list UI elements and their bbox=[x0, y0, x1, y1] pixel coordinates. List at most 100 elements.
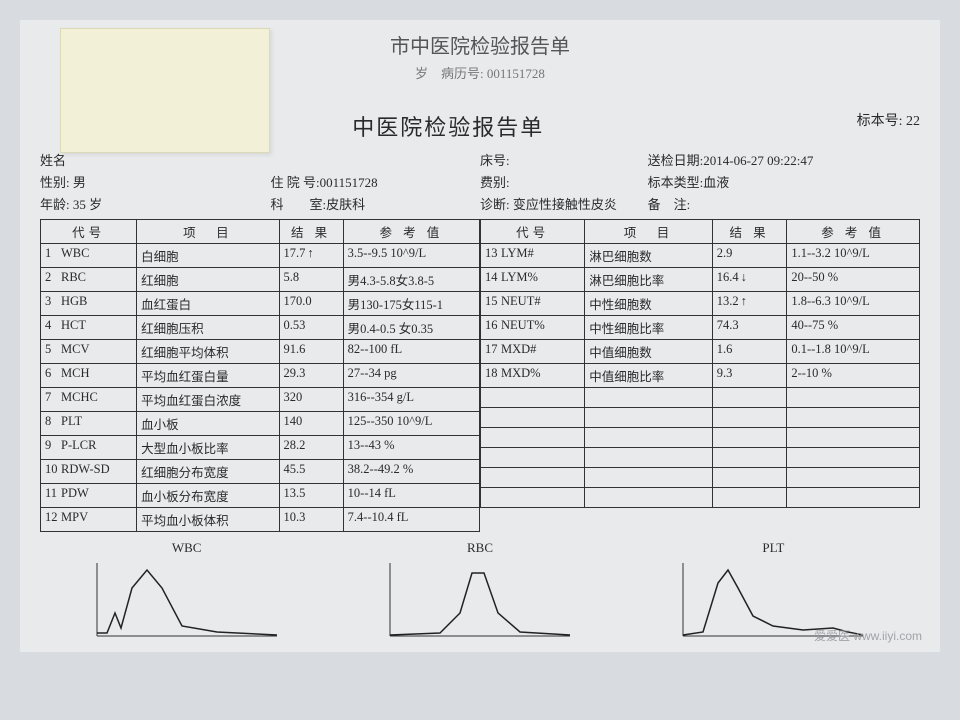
cell-ref: 1.1--3.2 10^9/L bbox=[787, 244, 920, 268]
plt-chart-label: PLT bbox=[627, 540, 920, 556]
table-row: 10RDW-SD红细胞分布宽度45.538.2--49.2 % bbox=[41, 460, 480, 484]
table-row-empty bbox=[481, 428, 920, 448]
cell-ref: 40--75 % bbox=[787, 316, 920, 340]
cell-ref: 男0.4-0.5 女0.35 bbox=[343, 316, 479, 340]
cell-result: 91.6 bbox=[279, 340, 343, 364]
cell-code: 17MXD# bbox=[481, 340, 585, 364]
cell-item: 血红蛋白 bbox=[137, 292, 279, 316]
cell-result: 29.3 bbox=[279, 364, 343, 388]
table-row: 15NEUT#中性细胞数13.2↑1.8--6.3 10^9/L bbox=[481, 292, 920, 316]
wbc-curve bbox=[87, 558, 287, 638]
results-table-right: 代号 项 目 结 果 参 考 值 13LYM#淋巴细胞数2.91.1--3.2 … bbox=[480, 219, 920, 508]
cell-result: 170.0 bbox=[279, 292, 343, 316]
cell-item: 血小板 bbox=[137, 412, 279, 436]
cell-item: 红细胞压积 bbox=[137, 316, 279, 340]
cell-ref: 316--354 g/L bbox=[343, 388, 479, 412]
results-table-left: 代号 项 目 结 果 参 考 值 1WBC白细胞17.7↑3.5--9.5 10… bbox=[40, 219, 480, 532]
cell-ref: 27--34 pg bbox=[343, 364, 479, 388]
sample-type: 血液 bbox=[703, 175, 729, 190]
rbc-curve bbox=[380, 558, 580, 638]
cell-item: 平均血红蛋白浓度 bbox=[137, 388, 279, 412]
dept-label: 科 室: bbox=[270, 197, 326, 212]
cell-ref: 7.4--10.4 fL bbox=[343, 508, 479, 532]
table-row: 14LYM%淋巴细胞比率16.4↓20--50 % bbox=[481, 268, 920, 292]
cell-code: 13LYM# bbox=[481, 244, 585, 268]
table-row-empty bbox=[481, 408, 920, 428]
cell-code: 14LYM% bbox=[481, 268, 585, 292]
cell-result: 0.53 bbox=[279, 316, 343, 340]
cell-ref: 38.2--49.2 % bbox=[343, 460, 479, 484]
cell-result: 1.6 bbox=[712, 340, 787, 364]
cell-result: 5.8 bbox=[279, 268, 343, 292]
cell-ref: 1.8--6.3 10^9/L bbox=[787, 292, 920, 316]
cell-code: 2RBC bbox=[41, 268, 137, 292]
cell-code: 16NEUT% bbox=[481, 316, 585, 340]
th-result: 结 果 bbox=[279, 220, 343, 244]
cell-item: 淋巴细胞比率 bbox=[585, 268, 712, 292]
th-item-r: 项 目 bbox=[585, 220, 712, 244]
dept-value: 皮肤科 bbox=[326, 197, 365, 212]
cell-code: 15NEUT# bbox=[481, 292, 585, 316]
cell-result: 13.2↑ bbox=[712, 292, 787, 316]
send-date-label: 送检日期: bbox=[648, 153, 704, 168]
cell-ref: 男4.3-5.8女3.8-5 bbox=[343, 268, 479, 292]
report-page: 市中医院检验报告单 岁 病历号: 001151728 中医院检验报告单 标本号:… bbox=[20, 20, 940, 652]
th-result-r: 结 果 bbox=[712, 220, 787, 244]
table-row: 4HCT红细胞压积0.53男0.4-0.5 女0.35 bbox=[41, 316, 480, 340]
cell-item: 淋巴细胞数 bbox=[585, 244, 712, 268]
cell-code: 7MCHC bbox=[41, 388, 137, 412]
age-value: 35 岁 bbox=[73, 197, 102, 212]
th-ref: 参 考 值 bbox=[343, 220, 479, 244]
admit-no: 001151728 bbox=[320, 175, 378, 190]
cell-code: 4HCT bbox=[41, 316, 137, 340]
rbc-chart: RBC bbox=[333, 540, 626, 642]
cell-result: 16.4↓ bbox=[712, 268, 787, 292]
cell-result: 28.2 bbox=[279, 436, 343, 460]
admit-no-label: 住 院 号: bbox=[270, 175, 319, 190]
table-row: 13LYM#淋巴细胞数2.91.1--3.2 10^9/L bbox=[481, 244, 920, 268]
table-row: 12MPV平均血小板体积10.37.4--10.4 fL bbox=[41, 508, 480, 532]
table-row: 7MCHC平均血红蛋白浓度320316--354 g/L bbox=[41, 388, 480, 412]
cell-ref: 20--50 % bbox=[787, 268, 920, 292]
cell-item: 平均血小板体积 bbox=[137, 508, 279, 532]
sticky-note-cover bbox=[60, 28, 270, 153]
cell-item: 红细胞分布宽度 bbox=[137, 460, 279, 484]
cell-ref: 82--100 fL bbox=[343, 340, 479, 364]
cell-item: 中值细胞比率 bbox=[585, 364, 712, 388]
cell-ref: 3.5--9.5 10^9/L bbox=[343, 244, 479, 268]
cell-item: 中性细胞数 bbox=[585, 292, 712, 316]
cell-result: 2.9 bbox=[712, 244, 787, 268]
table-row: 17MXD#中值细胞数1.60.1--1.8 10^9/L bbox=[481, 340, 920, 364]
table-row: 8PLT血小板140125--350 10^9/L bbox=[41, 412, 480, 436]
cell-code: 1WBC bbox=[41, 244, 137, 268]
table-row: 16NEUT%中性细胞比率74.340--75 % bbox=[481, 316, 920, 340]
specimen-no-label: 标本号: bbox=[857, 114, 903, 129]
cell-result: 320 bbox=[279, 388, 343, 412]
table-row: 18MXD%中值细胞比率9.32--10 % bbox=[481, 364, 920, 388]
wbc-chart-label: WBC bbox=[40, 540, 333, 556]
cell-item: 大型血小板比率 bbox=[137, 436, 279, 460]
table-row-empty bbox=[481, 448, 920, 468]
table-row: 1WBC白细胞17.7↑3.5--9.5 10^9/L bbox=[41, 244, 480, 268]
bed-label: 床号: bbox=[480, 153, 510, 168]
cell-item: 中性细胞比率 bbox=[585, 316, 712, 340]
th-ref-r: 参 考 值 bbox=[787, 220, 920, 244]
table-row: 5MCV红细胞平均体积91.682--100 fL bbox=[41, 340, 480, 364]
cell-result: 9.3 bbox=[712, 364, 787, 388]
wbc-chart: WBC bbox=[40, 540, 333, 642]
cell-item: 血小板分布宽度 bbox=[137, 484, 279, 508]
cell-ref: 2--10 % bbox=[787, 364, 920, 388]
th-item: 项 目 bbox=[137, 220, 279, 244]
cell-ref: 10--14 fL bbox=[343, 484, 479, 508]
table-row: 3HGB血红蛋白170.0男130-175女115-1 bbox=[41, 292, 480, 316]
table-row: 6MCH平均血红蛋白量29.327--34 pg bbox=[41, 364, 480, 388]
cell-item: 白细胞 bbox=[137, 244, 279, 268]
cell-code: 5MCV bbox=[41, 340, 137, 364]
cell-result: 10.3 bbox=[279, 508, 343, 532]
patient-info-block: 姓名 床号: 送检日期:2014-06-27 09:22:47 性别: 男 住 … bbox=[40, 150, 920, 213]
remark-label: 备 注: bbox=[648, 197, 691, 212]
rbc-chart-label: RBC bbox=[333, 540, 626, 556]
cell-ref: 0.1--1.8 10^9/L bbox=[787, 340, 920, 364]
specimen-no: 22 bbox=[906, 114, 920, 129]
cell-result: 17.7↑ bbox=[279, 244, 343, 268]
